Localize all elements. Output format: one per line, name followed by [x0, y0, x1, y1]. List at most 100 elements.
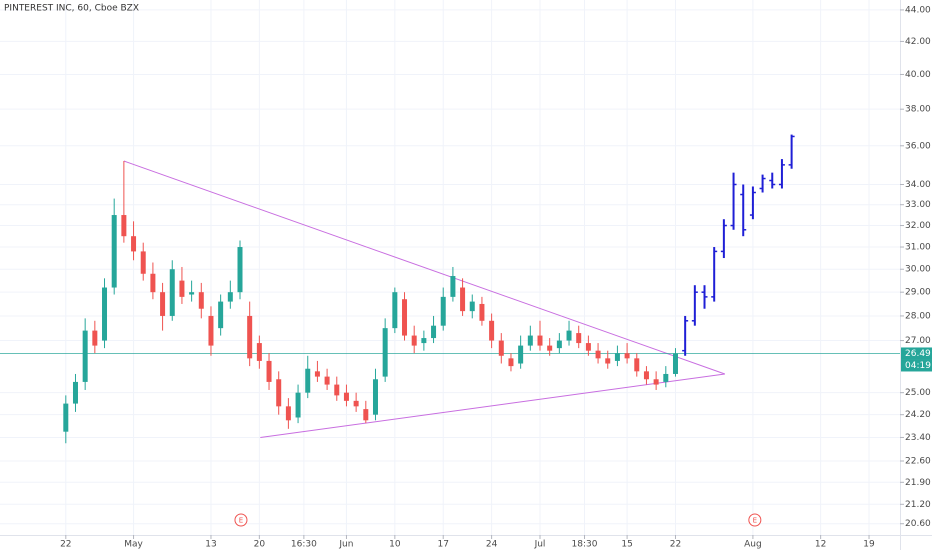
candle-body: [537, 335, 543, 346]
candle-body: [295, 392, 301, 418]
x-tick-label: Jun: [338, 540, 353, 550]
candle-body: [92, 330, 98, 346]
candle-body: [624, 353, 630, 359]
candle-body: [566, 330, 572, 341]
y-tick-label: 28.00: [905, 311, 931, 321]
candle-body: [469, 301, 475, 312]
y-tick-label: 40.00: [905, 70, 931, 80]
candle-body: [237, 247, 243, 293]
y-tick-label: 29.00: [905, 288, 931, 298]
y-tick-label: 31.00: [905, 243, 931, 253]
candle-body: [576, 333, 582, 344]
x-tick-label: May: [124, 540, 143, 550]
candle-body: [353, 400, 359, 407]
candle-body: [266, 360, 272, 382]
candle-body: [218, 301, 224, 329]
countdown-badge: [901, 359, 932, 372]
candle-body: [450, 276, 456, 297]
y-tick-label: 22.60: [905, 456, 931, 466]
candle-body: [140, 251, 146, 274]
candle-body: [189, 292, 195, 295]
y-tick-label: 33.00: [905, 200, 931, 210]
last-price-label: 26.49: [905, 349, 931, 359]
event-label: E: [239, 517, 243, 525]
candle-body: [169, 269, 175, 316]
candle-body: [556, 340, 562, 349]
x-tick-label: 18:30: [572, 540, 598, 550]
candle-body: [605, 358, 611, 364]
x-tick-label: 12: [815, 540, 826, 550]
y-tick-label: 21.90: [905, 478, 931, 488]
y-tick-label: 24.20: [905, 410, 931, 420]
candle-body: [518, 345, 524, 364]
x-tick-label: 22: [60, 540, 71, 550]
candle-body: [372, 379, 378, 415]
y-tick-label: 44.00: [905, 5, 931, 15]
y-tick-label: 25.00: [905, 388, 931, 398]
candle-body: [256, 343, 262, 361]
x-tick-label: 22: [670, 540, 681, 550]
candle-body: [63, 403, 69, 432]
candle-body: [208, 315, 214, 346]
candle-body: [672, 353, 678, 374]
candle-body: [198, 292, 204, 309]
x-tick-label: 19: [863, 540, 875, 550]
countdown-label: 04:19: [905, 361, 931, 371]
y-tick-label: 38.00: [905, 105, 931, 115]
trendline: [260, 373, 725, 438]
x-tick-label: 10: [389, 540, 401, 550]
candle-body: [392, 292, 398, 329]
y-tick-label: 21.20: [905, 500, 931, 510]
candle-body: [82, 330, 88, 382]
candle-body: [160, 292, 166, 316]
candle-body: [276, 379, 282, 407]
x-tick-label: 15: [621, 540, 632, 550]
x-tick-label: 24: [486, 540, 498, 550]
x-tick-label: Aug: [744, 540, 762, 550]
candle-body: [663, 373, 669, 382]
candle-body: [595, 350, 601, 359]
candle-body: [411, 335, 417, 346]
y-tick-label: 30.00: [905, 265, 931, 275]
candle-body: [527, 335, 533, 346]
trendline: [123, 160, 726, 375]
y-tick-label: 42.00: [905, 37, 931, 47]
candle-body: [121, 215, 127, 237]
candle-body: [402, 299, 408, 336]
last-price-badge: [901, 347, 932, 360]
candle-body: [460, 287, 466, 312]
candle-body: [643, 371, 649, 380]
candle-body: [363, 409, 369, 421]
x-tick-label: 13: [205, 540, 216, 550]
candle-body: [382, 328, 388, 377]
y-tick-label: 20.60: [905, 519, 931, 529]
candle-body: [179, 280, 185, 297]
x-tick-label: 20: [254, 540, 266, 550]
x-tick-label: 17: [437, 540, 448, 550]
candle-body: [498, 340, 504, 356]
candle-body: [150, 273, 156, 293]
y-tick-label: 34.00: [905, 180, 931, 190]
candle-body: [547, 345, 553, 351]
candle-body: [227, 292, 233, 302]
candle-body: [247, 315, 253, 359]
x-tick-label: Jul: [534, 540, 546, 550]
candle-body: [72, 381, 78, 404]
candle-body: [634, 358, 640, 372]
candle-body: [421, 338, 427, 344]
candle-body: [489, 320, 495, 341]
candle-body: [479, 303, 485, 321]
candle-body: [131, 236, 137, 252]
candle-body: [305, 368, 311, 393]
candle-body: [314, 371, 320, 377]
chart-title: PINTEREST INC, 60, Cboe BZX: [4, 4, 139, 14]
x-tick-label: 16:30: [291, 540, 317, 550]
candle-body: [508, 358, 514, 367]
candle-body: [285, 406, 291, 421]
y-tick-label: 23.40: [905, 433, 931, 443]
candle-body: [431, 325, 437, 339]
candle-body: [343, 392, 349, 401]
